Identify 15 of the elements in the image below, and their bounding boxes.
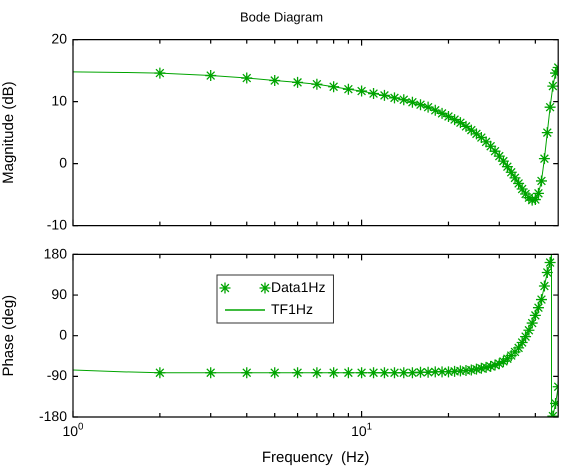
y-tick-label: -180 (38, 408, 68, 424)
y-axis-title: Phase (deg) (0, 294, 18, 377)
y-tick-label: -90 (46, 367, 68, 384)
x-axis-title: Frequency (Hz) (262, 449, 370, 466)
y-tick-label: 90 (51, 286, 68, 302)
y-axis-title: Magnitude (dB) (0, 81, 18, 184)
chart-title: Bode Diagram (240, 9, 324, 24)
y-tick-label: -10 (46, 216, 68, 232)
y-tick-label: 10 (51, 92, 68, 108)
legend-label: Data1Hz (271, 278, 326, 295)
y-tick-label: 0 (59, 326, 68, 343)
legend-label: TF1Hz (271, 300, 313, 317)
y-tick-label: 20 (51, 30, 68, 46)
y-tick-label: 180 (44, 245, 68, 262)
y-tick-label: 0 (59, 154, 68, 170)
